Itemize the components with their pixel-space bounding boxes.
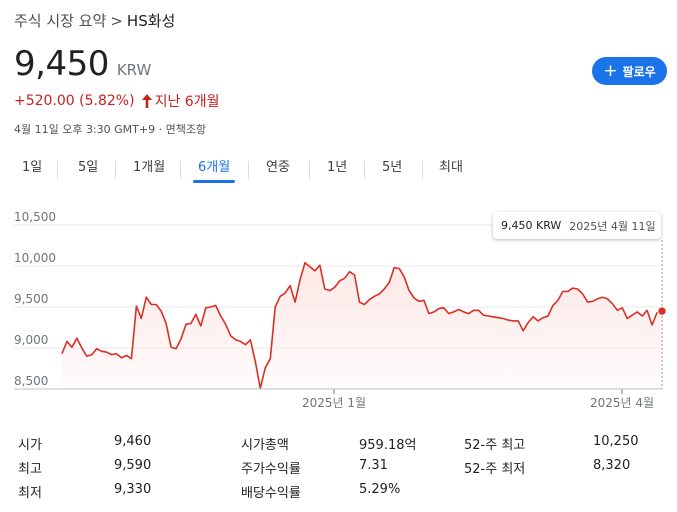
quote-timestamp: 4월 11일 오후 3:30 GMT+9 · 면책조항 bbox=[14, 123, 207, 136]
tab-divider bbox=[248, 161, 249, 179]
breadcrumb: 주식 시장 요약 > HS화성 bbox=[14, 10, 175, 31]
plus-icon: + bbox=[603, 60, 618, 81]
stat-label-open: 시가 bbox=[18, 438, 42, 453]
y-tick-label: 9,000 bbox=[14, 333, 48, 347]
change-period: 지난 6개월 bbox=[154, 94, 220, 110]
tooltip-price: 9,450 KRW bbox=[501, 219, 562, 232]
tab-6m[interactable]: 6개월 bbox=[192, 155, 236, 185]
breadcrumb-market-summary-link[interactable]: 주식 시장 요약 bbox=[14, 12, 107, 30]
stat-value-high: 9,590 bbox=[114, 458, 152, 473]
tab-divider bbox=[57, 161, 58, 179]
stat-value-market-cap: 959.18억 bbox=[359, 438, 417, 453]
tab-5y[interactable]: 5년 bbox=[382, 160, 403, 175]
stat-value-low: 9,330 bbox=[114, 482, 152, 497]
breadcrumb-current: HS화성 bbox=[126, 12, 176, 30]
tab-divider bbox=[180, 161, 181, 179]
stat-label-market-cap: 시가총액 bbox=[241, 438, 289, 453]
tooltip-date: 2025년 4월 11일 bbox=[569, 219, 656, 233]
stat-value-open: 9,460 bbox=[114, 434, 152, 449]
tab-ytd[interactable]: 연중 bbox=[266, 160, 290, 175]
stat-value-dividend-yield: 5.29% bbox=[359, 482, 401, 497]
follow-button-label: 팔로우 bbox=[622, 64, 656, 79]
arrow-up-icon bbox=[141, 94, 152, 108]
price-line bbox=[61, 261, 663, 389]
x-tick-label: 2025년 4월 bbox=[590, 396, 654, 410]
tab-1y[interactable]: 1년 bbox=[327, 160, 348, 175]
stat-value-52w-high: 10,250 bbox=[593, 434, 639, 449]
price-change: +520.00 (5.82%) bbox=[14, 93, 135, 109]
stat-label-low: 최저 bbox=[18, 486, 42, 501]
stat-value-52w-low: 8,320 bbox=[593, 458, 631, 473]
tab-1d[interactable]: 1일 bbox=[22, 160, 43, 175]
tab-5d[interactable]: 5일 bbox=[78, 160, 99, 175]
current-price: 9,450 bbox=[14, 44, 109, 84]
price-chart[interactable]: 10,500 10,000 9,500 9,000 8,500 2025년 1월 2025년… bbox=[0, 200, 677, 420]
price-change-row: +520.00 (5.82%) 지난 6개월 bbox=[14, 91, 219, 111]
range-tabs: 1일 5일 1개월 6개월 연중 1년 5년 최대 bbox=[0, 155, 677, 185]
tab-divider bbox=[422, 161, 423, 179]
currency-code: KRW bbox=[116, 61, 152, 79]
y-tick-label: 8,500 bbox=[14, 374, 48, 388]
stat-value-pe-ratio: 7.31 bbox=[359, 458, 388, 473]
tab-divider bbox=[115, 161, 116, 179]
price-area bbox=[62, 262, 662, 389]
tab-divider bbox=[309, 161, 310, 179]
y-tick-label: 10,000 bbox=[14, 251, 56, 265]
stat-label-52w-low: 52-주 최저 bbox=[464, 462, 526, 477]
tab-divider bbox=[364, 161, 365, 179]
breadcrumb-separator: > bbox=[110, 12, 123, 30]
x-tick-label: 2025년 1월 bbox=[302, 396, 366, 410]
tab-1m[interactable]: 1개월 bbox=[133, 160, 166, 175]
stat-label-high: 최고 bbox=[18, 462, 42, 477]
tab-max[interactable]: 최대 bbox=[439, 160, 463, 175]
follow-button[interactable]: + 팔로우 bbox=[592, 57, 667, 85]
stat-label-dividend-yield: 배당수익률 bbox=[241, 486, 301, 501]
hover-point-marker bbox=[657, 306, 667, 316]
chart-tooltip: 9,450 KRW 2025년 4월 11일 bbox=[493, 212, 661, 239]
stat-label-52w-high: 52-주 최고 bbox=[464, 438, 526, 453]
stat-label-pe-ratio: 주가수익률 bbox=[241, 462, 301, 477]
price-chart-svg[interactable]: 10,500 10,000 9,500 9,000 8,500 2025년 1월 2025년… bbox=[0, 200, 677, 420]
y-tick-label: 10,500 bbox=[14, 210, 56, 224]
price-row: 9,450 KRW bbox=[14, 44, 151, 84]
y-tick-label: 9,500 bbox=[14, 292, 48, 306]
